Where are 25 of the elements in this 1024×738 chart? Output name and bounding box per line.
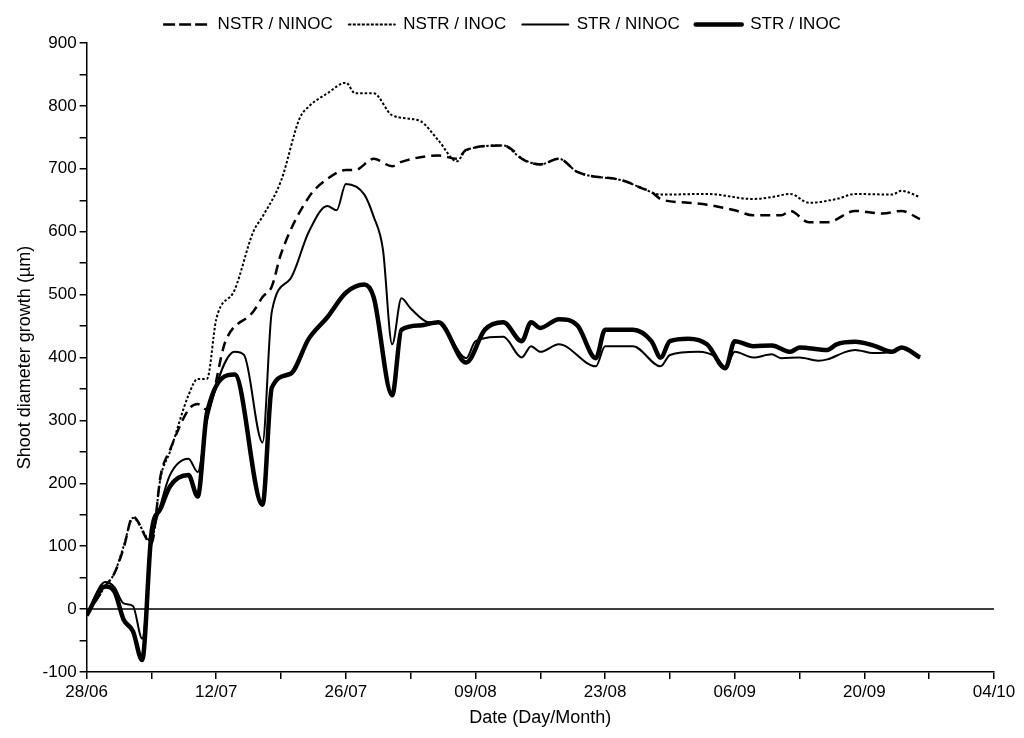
legend-label: STR / INOC bbox=[750, 14, 841, 34]
y-tick-label: 300 bbox=[48, 410, 77, 430]
x-tick-label: 06/09 bbox=[713, 681, 757, 701]
y-tick-label: 700 bbox=[48, 158, 77, 178]
x-tick-label: 09/08 bbox=[454, 681, 497, 701]
x-tick-label: 28/06 bbox=[65, 681, 108, 701]
legend-label: NSTR / INOC bbox=[403, 14, 507, 34]
x-tick-label: 23/08 bbox=[583, 681, 627, 701]
y-tick-label: 500 bbox=[48, 284, 77, 304]
x-axis-title: Date (Day/Month) bbox=[469, 707, 612, 728]
y-axis-title: Shoot diameter growth (µm) bbox=[13, 245, 34, 470]
x-tick-label: 04/10 bbox=[972, 681, 1016, 701]
y-tick-label: 600 bbox=[48, 221, 77, 241]
legend-label: NSTR / NINOC bbox=[217, 14, 333, 34]
x-tick-label: 26/07 bbox=[324, 681, 368, 701]
y-tick-label: 0 bbox=[67, 598, 77, 618]
x-tick-label: 20/09 bbox=[843, 681, 886, 701]
y-tick-label: -100 bbox=[42, 661, 77, 681]
y-tick-label: 400 bbox=[48, 347, 77, 367]
y-tick-label: 100 bbox=[48, 535, 77, 555]
legend-label: STR / NINOC bbox=[576, 14, 680, 34]
y-tick-label: 900 bbox=[48, 32, 77, 52]
x-tick-label: 12/07 bbox=[194, 681, 238, 701]
y-tick-label: 200 bbox=[48, 472, 77, 492]
y-tick-label: 800 bbox=[48, 95, 77, 115]
